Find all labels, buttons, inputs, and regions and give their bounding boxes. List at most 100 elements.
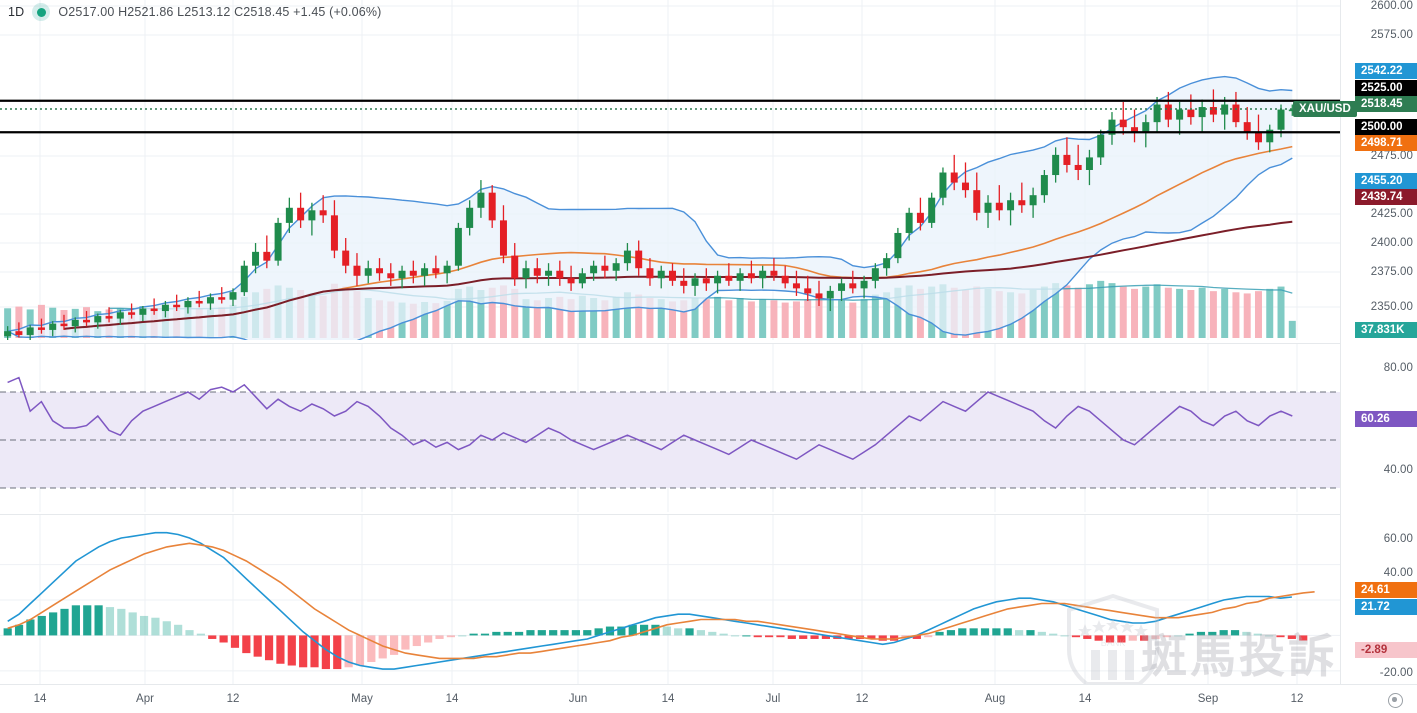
rsi-pane[interactable] [0,343,1341,512]
macd-histogram-bar [549,630,558,636]
candle-body [195,300,203,304]
macd-histogram-bar [1230,630,1240,636]
candle-body [206,297,214,304]
macd-histogram-bar [1105,635,1115,643]
volume-bar [657,299,665,338]
volume-bar [646,298,654,338]
macd-histogram-bar [26,619,35,636]
volume-bar [669,301,676,338]
candle-body [1187,109,1195,118]
volume-bar [421,302,429,338]
macd-line-badge[interactable]: 21.72 [1355,599,1417,615]
candle-body [252,251,260,266]
macd-histogram-bar [3,628,12,636]
candle-body [1029,195,1037,206]
macd-line [7,531,1292,670]
candle-body [1063,154,1071,165]
macd-histogram-bar [389,635,399,655]
ma-orange-badge[interactable]: 2498.71 [1355,135,1417,151]
volume-bar [1243,293,1251,338]
time-tick-label: Aug [984,693,1006,705]
candle-body [533,268,541,276]
rsi-value-badge[interactable]: 60.26 [1355,411,1417,427]
macd-signal-badge[interactable]: 24.61 [1355,582,1417,598]
time-tick-label: May [351,693,373,705]
volume-bar [883,292,891,338]
macd-pane[interactable] [0,514,1341,685]
candle-body [37,327,45,330]
macd-histogram-bar [674,628,683,636]
macd-histogram-bar [14,624,24,636]
candle-body [601,265,609,271]
volume-bar [1052,283,1060,338]
macd-histogram-bar [787,635,796,639]
time-tick-label: Apr [136,693,154,705]
candle-body [578,273,586,284]
macd-histogram-bar [253,635,262,657]
candle-body [15,331,23,335]
candle-body [398,270,406,279]
macd-histogram-bar [1162,635,1171,638]
ma-darkred-badge[interactable]: 2439.74 [1355,189,1417,205]
macd-histogram-bar [1049,633,1058,636]
macd-histogram-bar [799,635,808,639]
candle-body [1232,104,1240,123]
bollinger-lower-badge[interactable]: 2455.20 [1355,173,1417,189]
macd-tick-label: 40.00 [1383,567,1413,579]
volume-bar [15,306,23,338]
volume-bar [736,298,744,338]
candle-body [770,270,778,276]
macd-histogram-bar [1265,635,1274,637]
volume-bar [1198,287,1206,338]
macd-histogram-bar [1253,633,1262,636]
price-pane[interactable] [0,0,1341,340]
candle-body [330,215,338,251]
candle-body [928,197,936,223]
candle-body [297,207,305,221]
volume-bar [781,302,789,338]
bollinger-upper-badge[interactable]: 2542.22 [1355,63,1417,79]
volume-bar [533,300,541,338]
volume-bar [612,296,620,338]
macd-histogram-bar [60,608,69,636]
macd-histogram-bar [458,635,467,637]
time-axis[interactable]: 14 Apr 12 May 14 Jun 14 Jul 12 Aug 14 Sep 12 [0,684,1417,713]
macd-histogram-bar [1083,635,1092,639]
candle-body [387,273,395,279]
volume-bar [556,296,564,338]
macd-histogram-bar [37,615,46,636]
candle-body [60,323,68,327]
symbol-tag: XAU/USD [1293,100,1357,117]
last-price-badge[interactable]: 2518.45 [1355,96,1417,112]
candle-body [26,327,34,335]
candle-body [1018,200,1026,206]
macd-histogram-bar [708,631,717,636]
candle-body [759,270,767,279]
time-tick-label: 12 [855,693,869,705]
candle-body [218,297,226,300]
macd-histogram-bar [151,617,160,636]
candle-body [804,288,812,294]
support-level-badge[interactable]: 2500.00 [1355,119,1417,135]
bollinger-band-fill [7,76,1293,340]
resistance-level-badge[interactable]: 2525.00 [1355,80,1417,96]
volume-bar [871,294,879,338]
candle-body [1243,122,1251,133]
candle-body [94,316,102,323]
time-tick-label: 14 [1078,693,1092,705]
macd-histogram-bar [185,630,194,636]
macd-histogram-bar [1276,635,1285,638]
candle-body [567,278,575,284]
time-tick-label: 12 [226,693,240,705]
candle-body [736,273,744,281]
timeframe-label[interactable]: 1D [8,5,25,19]
macd-histogram-bar [526,630,535,636]
candle-body [984,202,992,213]
candle-body [128,312,136,315]
macd-histogram-badge[interactable]: -2.89 [1355,642,1417,658]
volume-badge[interactable]: 37.831K [1355,322,1417,338]
macd-histogram-bar [730,635,740,637]
time-tick-label: Jul [765,693,781,705]
chart-settings-icon[interactable] [1388,693,1403,708]
macd-histogram-bar [696,630,706,636]
